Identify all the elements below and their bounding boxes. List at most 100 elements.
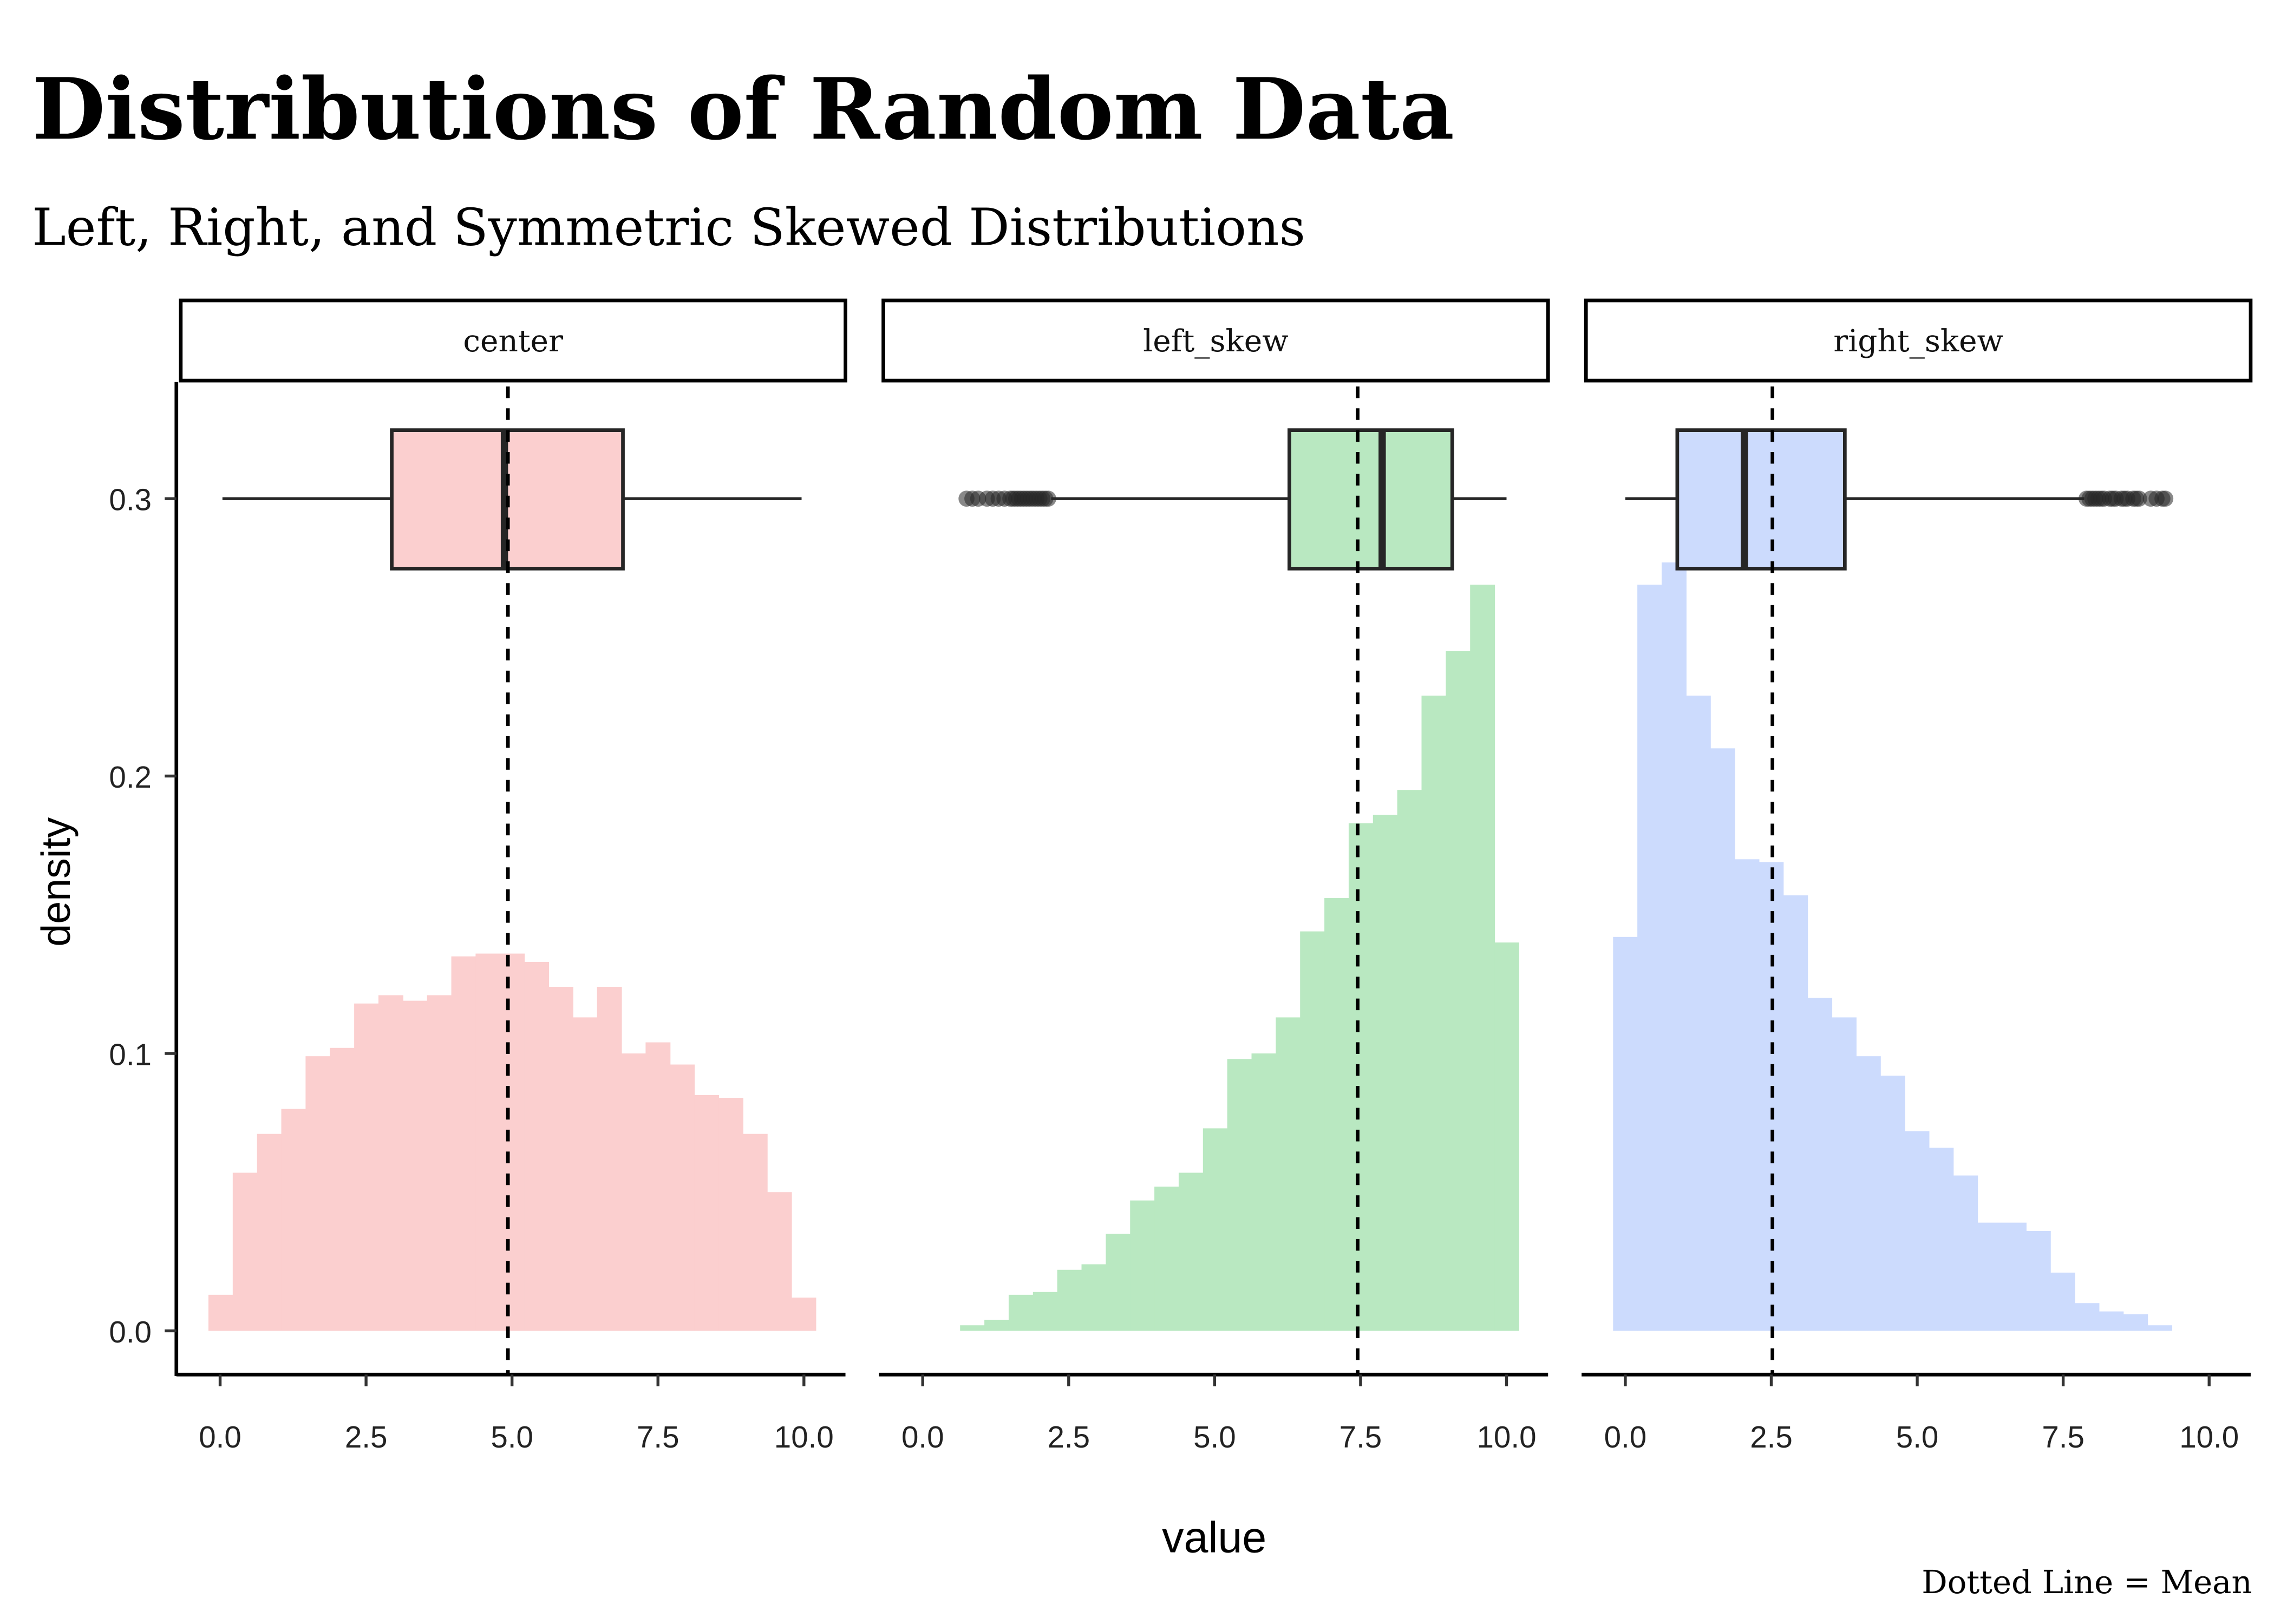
- histogram-bar: [718, 1098, 743, 1331]
- histogram-bar: [1081, 1264, 1107, 1331]
- histogram-bar: [1300, 931, 1325, 1331]
- histogram-bar: [742, 1134, 768, 1331]
- x-tick-label: 7.5: [637, 1420, 679, 1454]
- histogram-bar: [451, 956, 476, 1331]
- histogram-bar: [767, 1192, 792, 1331]
- outlier-point: [2131, 490, 2147, 507]
- histogram-bar: [1251, 1053, 1277, 1331]
- histogram-bar: [1446, 651, 1471, 1331]
- facet-strip-label: left_skew: [1143, 324, 1288, 359]
- histogram-bar: [984, 1319, 1010, 1331]
- x-tick-label: 0.0: [199, 1420, 241, 1454]
- facet-strip: [179, 298, 847, 383]
- histogram-bar: [960, 1325, 985, 1331]
- panel-right_skew: right_skew 0.0 2.5 5.0 7.5 10.0: [1582, 298, 2253, 1454]
- histogram-bar: [2001, 1222, 2027, 1331]
- y-tick-label: 0.3: [109, 483, 152, 517]
- histogram-bar: [1783, 895, 1808, 1331]
- histogram-bar: [305, 1056, 331, 1331]
- histogram-bar: [1130, 1200, 1155, 1331]
- histogram-bar: [670, 1064, 695, 1331]
- histogram-bar: [2025, 1230, 2051, 1331]
- histogram-bar: [1807, 998, 1833, 1331]
- histogram-bar: [1178, 1173, 1204, 1331]
- histogram-bar: [2123, 1314, 2148, 1331]
- x-tick-label: 7.5: [1339, 1420, 1382, 1454]
- x-tick-label: 7.5: [2042, 1420, 2084, 1454]
- histogram-bar: [1880, 1076, 1905, 1331]
- histogram-bar: [791, 1297, 816, 1331]
- panel-center: center 0.0 2.5 5.0 7.5 10.0: [176, 298, 847, 1454]
- panel-left_skew: left_skew 0.0 2.5 5.0 7.5 10.0: [879, 298, 1550, 1454]
- histogram-bar: [1276, 1017, 1301, 1331]
- histogram-bar: [1470, 585, 1495, 1331]
- histogram-bar: [378, 995, 403, 1331]
- histogram-bar: [1227, 1059, 1252, 1331]
- facet-strip: [1584, 298, 2253, 383]
- histogram-bar: [1977, 1222, 2003, 1331]
- histogram-bar: [1904, 1131, 1930, 1331]
- facet-strip: [881, 298, 1550, 383]
- histogram-bar: [572, 1017, 598, 1331]
- histogram-bar: [1421, 695, 1447, 1331]
- histogram-bar: [1734, 859, 1760, 1331]
- histogram-bar: [1397, 790, 1422, 1331]
- histogram-bar: [1855, 1056, 1881, 1331]
- histogram-bar: [1685, 695, 1711, 1331]
- histogram-bar: [1057, 1269, 1082, 1331]
- facet-strip-label: center: [463, 324, 564, 359]
- x-tick-label: 0.0: [1604, 1420, 1647, 1454]
- y-tick-label: 0.2: [109, 760, 152, 794]
- histogram-bar: [2099, 1311, 2124, 1331]
- histogram-bar: [257, 1134, 282, 1331]
- x-axis-label: value: [1162, 1514, 1266, 1562]
- x-tick-label: 2.5: [1048, 1420, 1090, 1454]
- histogram-bar: [1154, 1186, 1180, 1331]
- histogram-bar: [1203, 1128, 1228, 1331]
- facet-strip-label: right_skew: [1833, 324, 2003, 359]
- histogram-bar: [232, 1173, 258, 1331]
- histogram-bar: [475, 953, 501, 1331]
- box-iqr: [1288, 428, 1454, 571]
- histogram-bar: [2147, 1325, 2173, 1331]
- y-axis-label: density: [33, 817, 79, 947]
- histogram-bar: [1373, 815, 1398, 1331]
- histogram-bar: [354, 1003, 380, 1331]
- x-tick-label: 10.0: [1477, 1420, 1537, 1454]
- histogram-bar: [330, 1047, 355, 1331]
- histogram-bar: [2074, 1303, 2100, 1331]
- histogram-bar: [1106, 1234, 1131, 1331]
- histogram-bar: [694, 1095, 720, 1331]
- histogram-bar: [281, 1109, 306, 1331]
- histogram-bar: [2050, 1272, 2075, 1331]
- caption: Dotted Line = Mean: [1922, 1563, 2252, 1601]
- histogram-bar: [1613, 937, 1638, 1331]
- histogram-bar: [1637, 585, 1663, 1331]
- x-tick-label: 5.0: [1193, 1420, 1236, 1454]
- x-tick-label: 2.5: [1750, 1420, 1793, 1454]
- histogram-bar: [1348, 823, 1374, 1331]
- histogram-bar: [1929, 1148, 1954, 1331]
- x-tick-label: 0.0: [901, 1420, 944, 1454]
- x-tick-label: 5.0: [491, 1420, 533, 1454]
- chart-title: Distributions of Random Data: [32, 59, 1454, 159]
- histogram-bar: [524, 961, 550, 1331]
- x-tick-label: 2.5: [345, 1420, 388, 1454]
- y-tick-label: 0.0: [109, 1315, 152, 1349]
- y-tick-label: 0.1: [109, 1038, 152, 1072]
- histogram-bar: [1494, 942, 1520, 1331]
- histogram-bar: [621, 1053, 646, 1331]
- histogram-bar: [402, 1000, 428, 1331]
- histogram-bar: [597, 987, 622, 1331]
- histogram-bar: [645, 1042, 671, 1331]
- chart-subtitle: Left, Right, and Symmetric Skewed Distri…: [32, 199, 1305, 258]
- histogram-bar: [500, 953, 525, 1331]
- histogram-bar: [1033, 1292, 1058, 1331]
- outlier-point: [2157, 490, 2174, 507]
- outlier-point: [1040, 490, 1056, 507]
- x-tick-label: 10.0: [774, 1420, 834, 1454]
- x-tick-label: 10.0: [2179, 1420, 2239, 1454]
- histogram-bar: [1953, 1175, 1978, 1331]
- histogram-bar: [427, 995, 452, 1331]
